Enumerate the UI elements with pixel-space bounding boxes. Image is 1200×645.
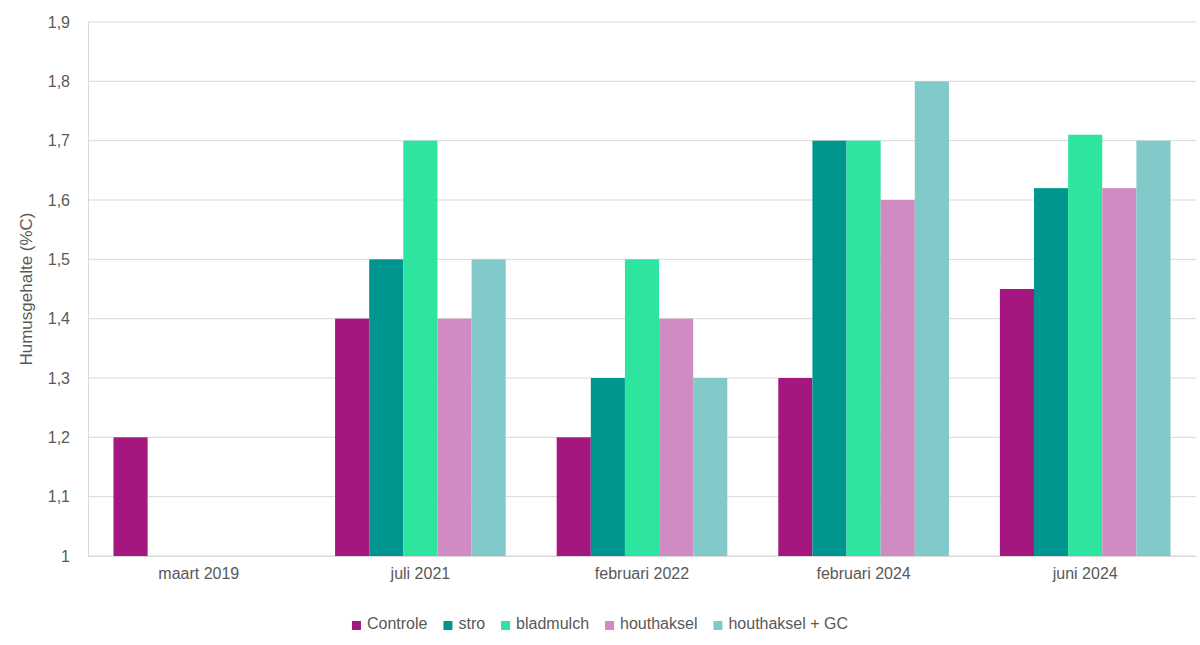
- bar: [403, 141, 437, 556]
- y-tick-label: 1,4: [48, 310, 70, 327]
- bar: [847, 141, 881, 556]
- legend-swatch: [713, 621, 722, 630]
- legend: Controle stro bladmulch houthaksel houthakse…: [352, 615, 848, 632]
- legend-item: stro: [443, 615, 485, 632]
- y-tick: 1,1: [48, 488, 88, 505]
- x-axis: maart 2019 juli 2021 februari 2022 februari…: [89, 556, 1197, 582]
- x-tick: maart 2019: [158, 556, 239, 582]
- y-tick: 1: [61, 548, 88, 565]
- bar: [625, 259, 659, 556]
- y-tick-label: 1,8: [48, 73, 70, 90]
- bar: [693, 378, 727, 556]
- bar: [335, 319, 369, 556]
- grid-line: [88, 200, 1196, 201]
- x-tick-label: juli 2021: [390, 565, 451, 582]
- x-tick: juni 2024: [1052, 556, 1118, 582]
- y-tick-label: 1,9: [48, 14, 70, 31]
- bar: [591, 378, 625, 556]
- x-tick: februari 2022: [595, 556, 689, 582]
- legend-label: bladmulch: [516, 615, 589, 632]
- bar: [1000, 289, 1034, 556]
- legend-item: Controle: [352, 615, 428, 632]
- bar: [1102, 188, 1136, 556]
- bar: [437, 319, 471, 556]
- x-tick: februari 2024: [816, 556, 910, 582]
- bar-series: [369, 141, 1068, 556]
- y-tick-label: 1,2: [48, 429, 70, 446]
- bar-series: [437, 188, 1136, 556]
- legend-label: stro: [458, 615, 485, 632]
- bar: [1136, 141, 1170, 556]
- bar: [369, 259, 403, 556]
- x-axis-line: [89, 556, 1197, 557]
- grid-line: [88, 81, 1196, 82]
- y-tick-label: 1,3: [48, 370, 70, 387]
- legend-item: houthaksel: [605, 615, 697, 632]
- bar: [659, 319, 693, 556]
- plot-area: 1 1,1 1,2 1,3 1,4 1,5 1,6 1,7 1,8 1,9 maart 2019 ju…: [48, 14, 1197, 583]
- bar: [812, 141, 846, 556]
- y-tick-label: 1,5: [48, 251, 70, 268]
- grid-line: [88, 140, 1196, 141]
- chart: 1 1,1 1,2 1,3 1,4 1,5 1,6 1,7 1,8 1,9 maart 2019 ju…: [0, 0, 1200, 645]
- y-tick: 1,5: [48, 251, 88, 268]
- y-tick: 1,4: [48, 310, 88, 327]
- y-axis: 1 1,1 1,2 1,3 1,4 1,5 1,6 1,7 1,8 1,9: [48, 14, 89, 565]
- bars: [113, 81, 1170, 556]
- x-tick-label: februari 2024: [816, 565, 910, 582]
- legend-swatch: [443, 621, 452, 630]
- legend-item: houthaksel + GC: [713, 615, 848, 632]
- bar: [881, 200, 915, 556]
- grid-line: [88, 22, 1196, 23]
- y-axis-title: Humusgehalte (%C): [17, 212, 36, 365]
- legend-swatch: [352, 621, 361, 630]
- y-tick-label: 1,6: [48, 192, 70, 209]
- bar: [557, 437, 591, 556]
- bar-series: [472, 81, 1171, 556]
- legend-label: Controle: [367, 615, 428, 632]
- legend-swatch: [501, 621, 510, 630]
- legend-item: bladmulch: [501, 615, 589, 632]
- x-tick-label: maart 2019: [158, 565, 239, 582]
- y-tick-label: 1: [61, 548, 70, 565]
- y-axis-line: [88, 23, 89, 557]
- bar: [113, 437, 147, 556]
- y-tick-label: 1,1: [48, 488, 70, 505]
- y-tick: 1,3: [48, 370, 88, 387]
- legend-label: houthaksel + GC: [728, 615, 848, 632]
- y-tick: 1,7: [48, 132, 88, 149]
- legend-label: houthaksel: [620, 615, 697, 632]
- x-tick-label: juni 2024: [1052, 565, 1118, 582]
- bar: [1034, 188, 1068, 556]
- bar: [778, 378, 812, 556]
- bar: [1068, 135, 1102, 556]
- x-tick: juli 2021: [390, 556, 451, 582]
- y-tick: 1,9: [48, 14, 88, 31]
- legend-swatch: [605, 621, 614, 630]
- bar: [472, 259, 506, 556]
- y-tick: 1,8: [48, 73, 88, 90]
- y-tick: 1,2: [48, 429, 88, 446]
- bar-series: [403, 135, 1102, 556]
- y-tick: 1,6: [48, 192, 88, 209]
- grid: [88, 22, 1196, 556]
- bar: [915, 81, 949, 556]
- x-tick-label: februari 2022: [595, 565, 689, 582]
- y-tick-label: 1,7: [48, 132, 70, 149]
